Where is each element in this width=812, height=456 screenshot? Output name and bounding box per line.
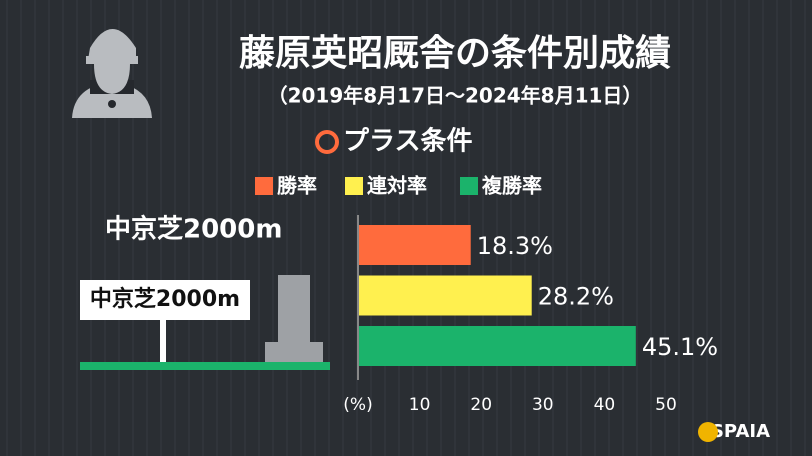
brand-logo: [698, 422, 718, 442]
section-icon: [315, 130, 339, 154]
subtitle: （2019年8月17日～2024年8月11日）: [268, 84, 643, 108]
x-tick-label: 10: [409, 395, 431, 415]
bar: [359, 326, 636, 366]
value-label: 28.2%: [538, 283, 614, 311]
legend-swatch: [460, 177, 478, 195]
x-tick-label: 30: [532, 395, 554, 415]
legend-swatch: [345, 177, 363, 195]
bar: [359, 225, 471, 265]
sign-label: 中京芝2000m: [90, 286, 240, 312]
legend-label: 複勝率: [482, 174, 542, 198]
section-title: プラス条件: [343, 127, 472, 157]
x-tick-label: 20: [470, 395, 492, 415]
x-tick-label: (%): [343, 395, 372, 415]
course-sign: [80, 275, 330, 370]
value-label: 45.1%: [642, 333, 718, 361]
brand: SPAIA: [711, 421, 770, 442]
value-label: 18.3%: [477, 232, 553, 260]
legend-label: 勝率: [277, 174, 317, 198]
category-label: 中京芝2000m: [105, 214, 282, 245]
legend-label: 連対率: [367, 174, 427, 198]
legend-swatch: [255, 177, 273, 195]
bar: [359, 275, 532, 316]
jockey-icon: [72, 29, 152, 118]
x-tick-label: 40: [594, 395, 616, 415]
x-tick-label: 50: [655, 395, 677, 415]
chart-title: 藤原英昭厩舎の条件別成績: [239, 33, 671, 74]
